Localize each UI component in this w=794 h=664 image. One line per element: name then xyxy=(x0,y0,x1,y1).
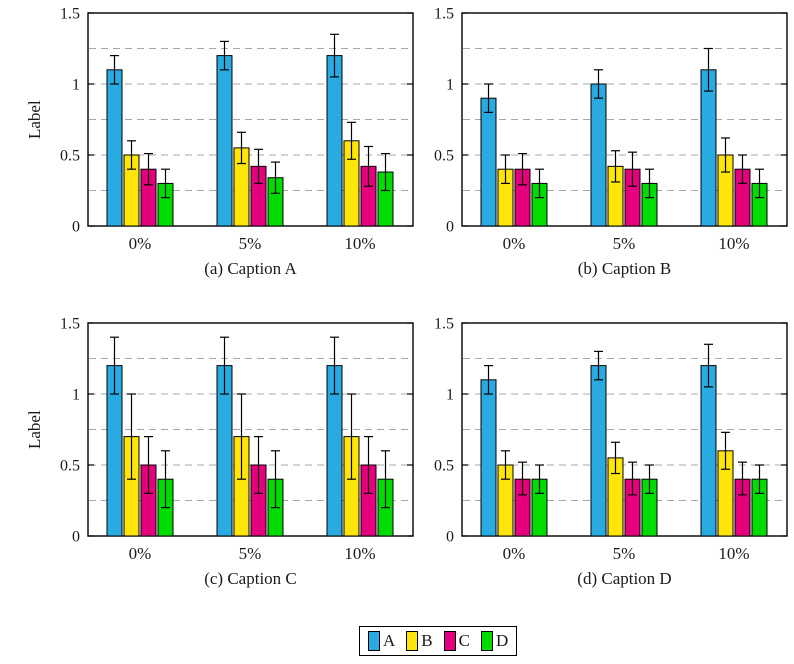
series-d-swatch xyxy=(480,631,493,651)
bar-A xyxy=(480,379,497,537)
chart-caption: (c) Caption C xyxy=(204,569,297,588)
y-tick-label: 1.5 xyxy=(434,6,454,23)
bar-A xyxy=(480,97,497,227)
x-category-label: 0% xyxy=(129,234,152,253)
y-tick-label: 1 xyxy=(72,77,80,94)
bar-chart-b: 0 0.5 1 1.5 0% 5% 10% xyxy=(434,6,788,253)
legend-label: C xyxy=(458,631,470,650)
chart-caption: (b) Caption B xyxy=(577,259,672,278)
legend-item-d: D xyxy=(480,631,509,651)
series-b-swatch xyxy=(406,631,419,651)
chart-panel-c: Label 0 0.5 1 1.5 0% 5% 10% (c) Caption C xyxy=(0,310,420,610)
bar-A xyxy=(700,69,717,227)
legend-item-b: B xyxy=(406,631,433,651)
chart-legend: A B C D xyxy=(359,626,518,656)
chart-panel-d: 0 0.5 1 1.5 0% 5% 10% (d) Caption D xyxy=(374,310,794,610)
chart-caption: (d) Caption D xyxy=(577,569,672,588)
series-a-swatch xyxy=(368,631,380,651)
y-tick-label: 1.5 xyxy=(60,316,80,333)
x-category-label: 5% xyxy=(613,234,636,253)
x-category-label: 10% xyxy=(344,234,375,253)
bar-chart-a: 0 0.5 1 1.5 0% 5% 10% xyxy=(60,6,414,253)
bar-A xyxy=(590,83,607,227)
y-tick-label: 0.5 xyxy=(434,458,454,475)
chart-panel-b: 0 0.5 1 1.5 0% 5% 10% (b) Caption B xyxy=(374,0,794,300)
y-tick-label: 1 xyxy=(446,387,454,404)
y-tick-label: 0 xyxy=(72,529,80,546)
legend-label: D xyxy=(495,631,509,650)
x-category-label: 0% xyxy=(503,544,526,563)
y-tick-label: 1.5 xyxy=(60,6,80,23)
bar-A xyxy=(590,365,607,537)
legend-label: A xyxy=(383,631,396,650)
bar-A xyxy=(216,55,233,227)
x-category-label: 0% xyxy=(129,544,152,563)
y-tick-label: 0 xyxy=(446,529,454,546)
x-category-label: 5% xyxy=(239,544,262,563)
x-category-label: 10% xyxy=(718,234,749,253)
bar-chart-d: 0 0.5 1 1.5 0% 5% 10% xyxy=(434,316,788,563)
y-tick-label: 0 xyxy=(446,219,454,236)
y-tick-label: 1 xyxy=(72,387,80,404)
x-category-label: 5% xyxy=(613,544,636,563)
legend-item-a: A xyxy=(368,631,395,651)
x-category-label: 5% xyxy=(239,234,262,253)
series-c-swatch xyxy=(443,631,456,651)
y-tick-label: 0 xyxy=(72,219,80,236)
chart-caption: (a) Caption A xyxy=(204,259,297,278)
bar-A xyxy=(326,55,343,227)
y-tick-label: 1 xyxy=(446,77,454,94)
y-tick-label: 1.5 xyxy=(434,316,454,333)
bar-chart-c: 0 0.5 1 1.5 0% 5% 10% xyxy=(60,316,414,563)
y-tick-label: 0.5 xyxy=(60,148,80,165)
legend-label: B xyxy=(421,631,433,650)
legend-item-c: C xyxy=(443,631,470,651)
y-tick-label: 0.5 xyxy=(434,148,454,165)
y-tick-label: 0.5 xyxy=(60,458,80,475)
x-category-label: 10% xyxy=(344,544,375,563)
x-category-label: 0% xyxy=(503,234,526,253)
bar-A xyxy=(106,69,123,227)
x-category-label: 10% xyxy=(718,544,749,563)
chart-panel-a: Label 0 0.5 1 1.5 0% 5% 10% (a) Caption A xyxy=(0,0,420,300)
bar-A xyxy=(700,365,717,537)
